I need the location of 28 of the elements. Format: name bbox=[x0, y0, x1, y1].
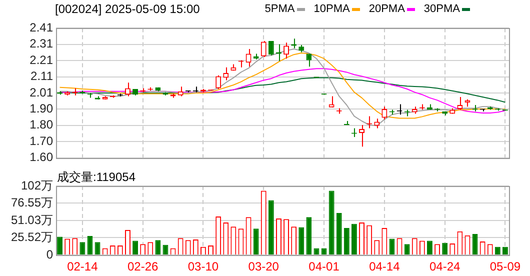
y-tick-label: 102万 bbox=[20, 178, 53, 192]
legend-label: 30PMA bbox=[424, 3, 460, 15]
legend-label: 20PMA bbox=[368, 3, 405, 15]
x-tick-label: 05-09 bbox=[490, 260, 521, 274]
legend-label: 5PMA bbox=[264, 3, 295, 15]
x-tick-label: 04-14 bbox=[369, 260, 400, 274]
y-tick-label: 2.31 bbox=[30, 36, 54, 51]
y-tick-label: 25.52万 bbox=[10, 230, 53, 244]
y-tick-label: 1.60 bbox=[30, 150, 54, 164]
y-tick-label: 1.80 bbox=[30, 118, 54, 132]
y-tick-label: 0 bbox=[46, 247, 54, 262]
y-tick-label: 2.01 bbox=[30, 85, 54, 100]
y-tick-label: 2.21 bbox=[30, 52, 54, 67]
y-tick-label: 2.11 bbox=[30, 69, 54, 84]
x-tick-label: 04-24 bbox=[429, 260, 460, 274]
y-tick-label: 76.55万 bbox=[10, 196, 53, 210]
chart-title: [002024] 2025-05-09 15:00 bbox=[55, 2, 200, 16]
y-tick-label: 51.03万 bbox=[10, 212, 53, 227]
chart-title: 成交量:119054 bbox=[57, 169, 136, 186]
x-tick-label: 03-10 bbox=[188, 260, 219, 274]
y-tick-label: 2.41 bbox=[30, 20, 54, 35]
x-tick-label: 04-01 bbox=[308, 260, 340, 274]
legend-label: 10PMA bbox=[314, 3, 350, 15]
y-tick-label: 1.90 bbox=[30, 102, 54, 116]
x-tick-label: 02-26 bbox=[127, 260, 158, 274]
x-tick-label: 03-20 bbox=[248, 260, 280, 274]
x-tick-label: 02-14 bbox=[67, 260, 98, 274]
y-tick-label: 1.70 bbox=[30, 134, 54, 148]
